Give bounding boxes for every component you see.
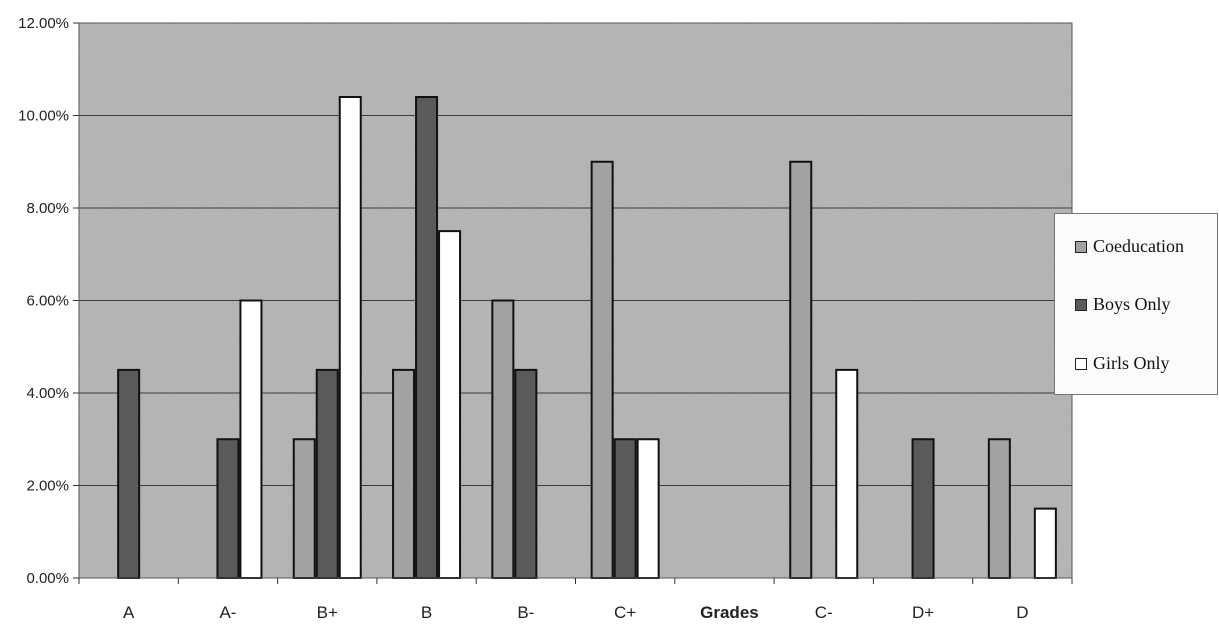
bar-boys-only-a	[117, 368, 141, 579]
legend-label-girls-only: Girls Only	[1093, 353, 1170, 373]
bar-coeducation-b	[491, 299, 515, 579]
y-tick-label: 12.00%	[18, 15, 69, 32]
x-tick-label-c-plus: C+	[614, 603, 636, 620]
bar-boys-only-a	[216, 438, 240, 579]
bar-boys-only-c-plus	[613, 438, 637, 579]
bar-girls-only-c-plus	[636, 438, 660, 579]
y-tick-label: 6.00%	[26, 293, 69, 310]
legend-item-coeducation: Coeducation	[1075, 236, 1184, 257]
bar-coeducation-d	[987, 438, 1011, 579]
bar-girls-only-d	[1033, 507, 1057, 579]
bar-coeducation-b-plus	[292, 438, 316, 579]
bar-coeducation-c	[789, 160, 813, 579]
label-layer: 0.00% 2.00% 4.00% 6.00% 8.00% 10.00% 12.00% A A-…	[18, 15, 1028, 622]
legend-swatch-boys-only	[1075, 298, 1087, 311]
bar-boys-only-b	[415, 96, 439, 579]
x-tick-label-d: D	[1016, 603, 1028, 620]
bar-boys-only-b	[514, 368, 538, 579]
x-tick-label-b: B-	[517, 603, 534, 620]
y-tick-label: 10.00%	[18, 108, 69, 125]
y-tick-label: 4.00%	[26, 385, 69, 402]
bar-boys-only-d-plus	[911, 438, 935, 579]
bar-girls-only-c	[835, 368, 859, 579]
legend-swatch-girls-only	[1075, 357, 1087, 370]
bar-girls-only-a	[239, 299, 263, 579]
y-tick-label: 8.00%	[26, 200, 69, 217]
legend-label-boys-only: Boys Only	[1093, 294, 1171, 314]
legend-item-boys-only: Boys Only	[1075, 294, 1171, 315]
legend-swatch-coeducation	[1075, 240, 1087, 253]
bar-coeducation-b	[392, 368, 416, 579]
y-tick-label: 0.00%	[26, 570, 69, 587]
bar-coeducation-c-plus	[590, 160, 614, 579]
x-tick-label-d-plus: D+	[912, 603, 934, 620]
legend-item-girls-only: Girls Only	[1075, 353, 1170, 374]
x-tick-label-b-plus: B+	[317, 603, 338, 620]
x-tick-label-a: A	[123, 603, 135, 620]
y-tick-label: 2.00%	[26, 478, 69, 495]
bar-boys-only-b-plus	[315, 368, 339, 579]
legend: Coeducation Boys Only Girls Only	[1054, 213, 1218, 395]
bar-girls-only-b-plus	[338, 96, 362, 579]
x-tick-label-a: A-	[219, 603, 236, 620]
bar-girls-only-b	[438, 230, 462, 579]
legend-label-coeducation: Coeducation	[1093, 236, 1184, 256]
x-tick-label-b: B	[421, 603, 432, 620]
x-tick-label-c: C-	[815, 603, 833, 620]
x-axis-title: Grades	[700, 603, 759, 620]
